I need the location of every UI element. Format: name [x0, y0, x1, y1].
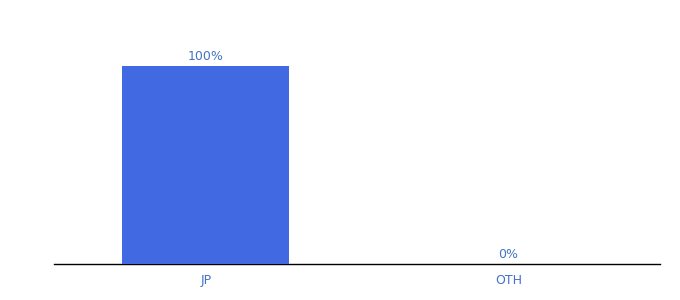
Text: 100%: 100%	[188, 50, 224, 63]
Text: 0%: 0%	[498, 248, 518, 261]
Bar	[122, 66, 289, 264]
